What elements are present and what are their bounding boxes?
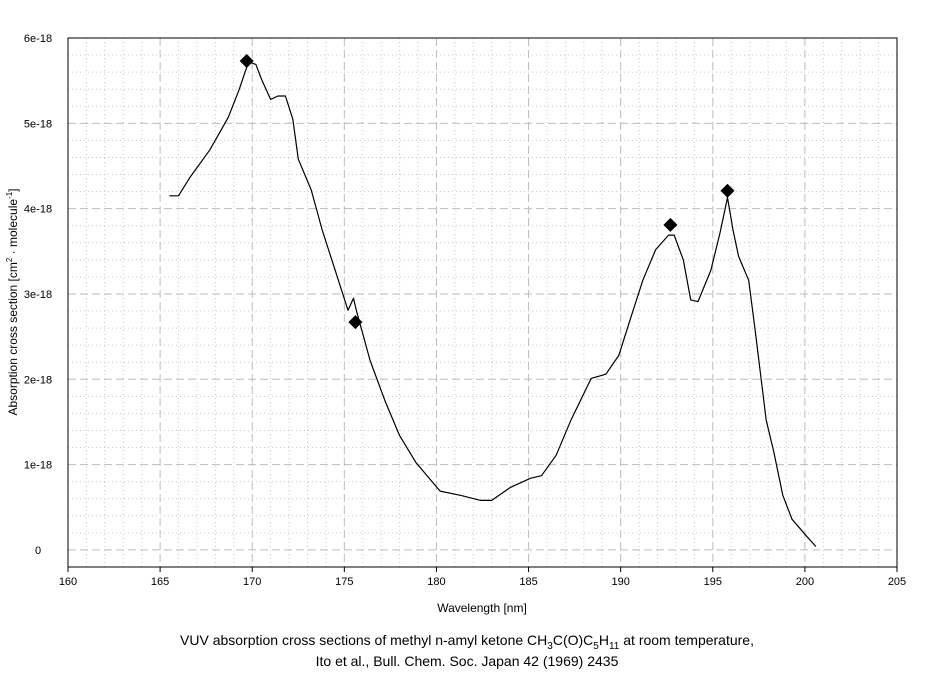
y-axis-label: Absorption cross section [cm2 · molecule… [5,188,20,415]
x-tick-label: 160 [59,576,77,588]
caption-line-1: VUV absorption cross sections of methyl … [180,632,754,652]
y-tick-label: 0 [35,545,41,557]
x-tick-label: 190 [611,576,629,588]
x-tick-label: 200 [796,576,814,588]
spectrum-line [169,61,817,547]
y-tick-label: 3e-18 [24,289,52,301]
diamond-marker [663,217,678,232]
diamond-marker [348,315,363,330]
x-tick-label: 195 [704,576,722,588]
y-tick-label: 4e-18 [24,204,52,216]
y-tick-label: 6e-18 [24,33,52,45]
x-tick-label: 170 [243,576,261,588]
grid [68,38,897,567]
tick-labels: 160 165 170 175 180 185 190 195 200 205 0 1e-18 2e-1… [24,33,906,588]
diamond-marker [720,183,735,198]
x-axis-label: Wavelength [nm] [437,601,527,615]
x-tick-label: 180 [427,576,445,588]
x-tick-label: 205 [888,576,906,588]
plot-frame [67,37,898,568]
x-tick-label: 175 [335,576,353,588]
x-tick-label: 185 [519,576,537,588]
x-tick-label: 165 [151,576,169,588]
chart: 160 165 170 175 180 185 190 195 200 205 0 1e-18 2e-1… [5,33,906,615]
y-tick-label: 1e-18 [24,460,52,472]
y-tick-label: 5e-18 [24,118,52,130]
caption-line-2: Ito et al., Bull. Chem. Soc. Japan 42 (1… [315,653,619,669]
series [169,54,817,547]
diamond-marker [239,54,254,69]
y-tick-label: 2e-18 [24,374,52,386]
